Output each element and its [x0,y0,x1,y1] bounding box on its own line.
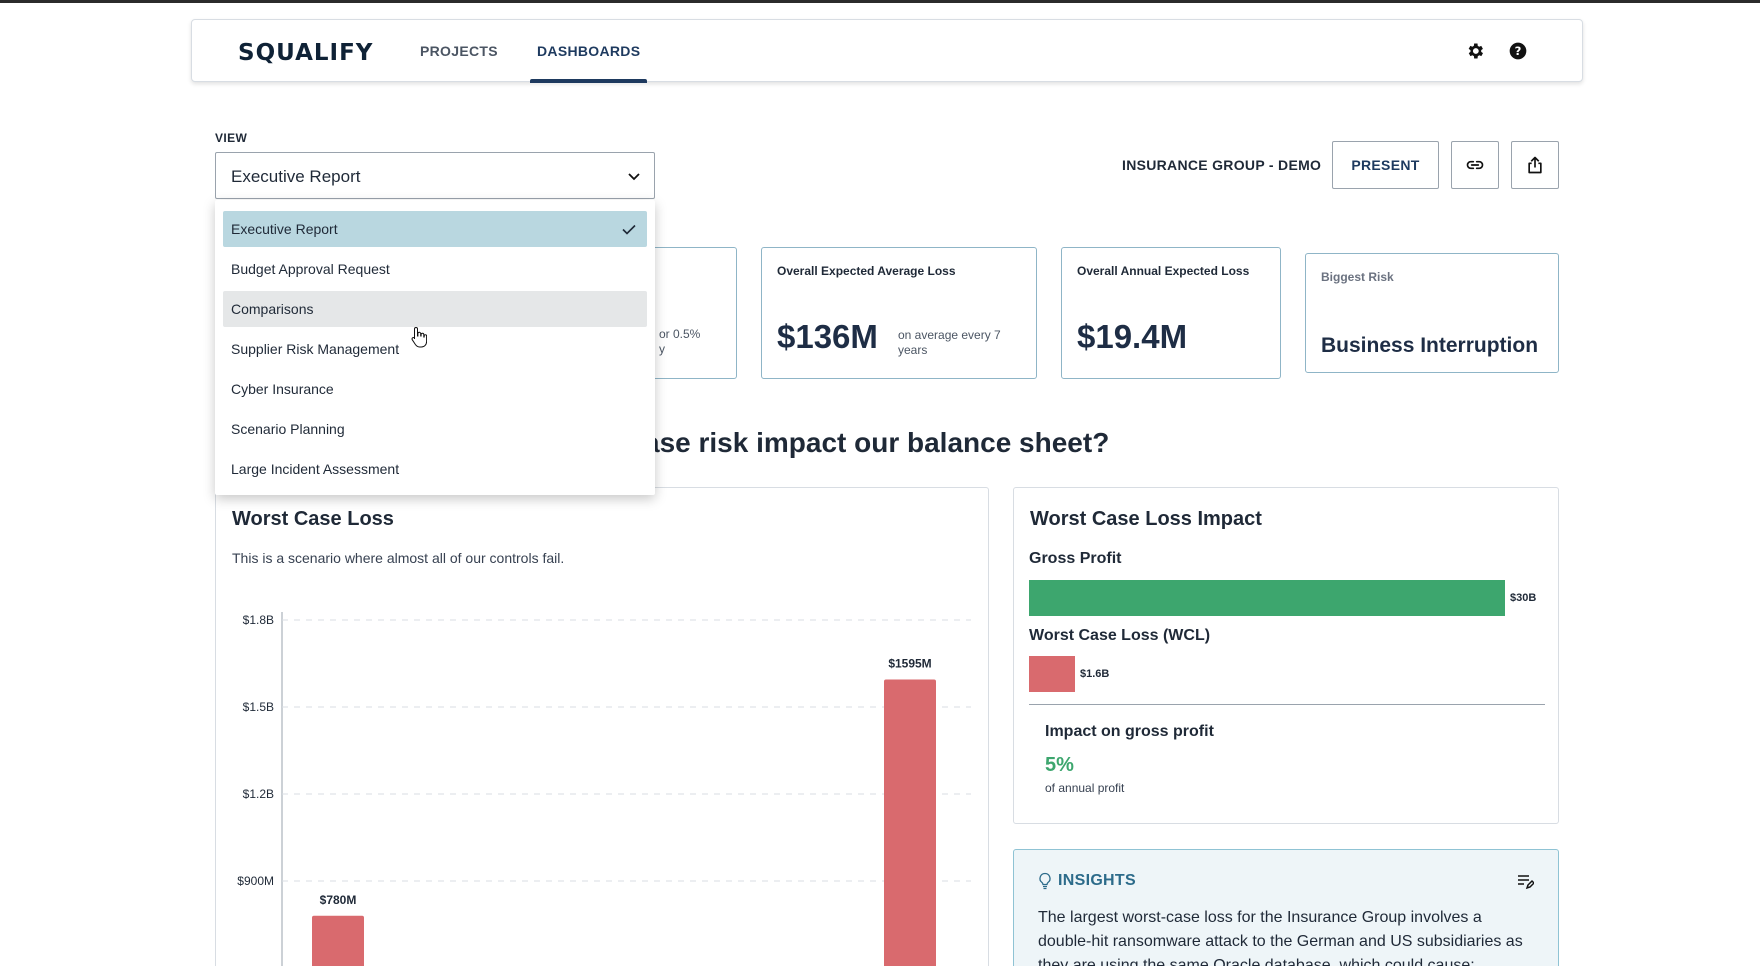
y-tick-label: $1.5B [243,700,274,714]
panel-description: This is a scenario where almost all of o… [232,550,565,566]
view-select[interactable]: Executive Report [215,152,655,199]
bar-data-label: $780M [320,893,357,907]
dropdown-option-scenario-planning[interactable]: Scenario Planning [231,421,345,437]
share-button[interactable] [1511,141,1559,189]
gross-profit-label: Gross Profit [1029,550,1122,567]
gross-profit-value: $30B [1510,592,1537,604]
impact-percentage: 5% [1045,754,1074,776]
insights-panel: INSIGHTS The largest worst-case loss for… [1013,849,1559,966]
dropdown-option-comparisons[interactable]: Comparisons [223,291,647,327]
dropdown-option-supplier-risk-management[interactable]: Supplier Risk Management [231,341,400,357]
wcl-value: $1.6B [1080,668,1110,680]
active-tab-indicator [530,79,647,83]
tab-projects[interactable]: PROJECTS [420,43,498,59]
kpi-title: Biggest Risk [1321,270,1394,284]
share-icon [1528,156,1542,174]
chevron-down-icon [628,173,640,181]
insights-text: The largest worst-case loss for the Insu… [1038,909,1523,966]
kpi-value: Business Interruption [1321,334,1539,357]
dropdown-option-cyber-insurance[interactable]: Cyber Insurance [231,381,334,397]
kpi-value: $19.4M [1077,318,1188,355]
org-name: INSURANCE GROUP - DEMO [1122,157,1322,173]
brand-logo[interactable]: SQUALIFY [238,40,374,66]
help-icon[interactable]: ? [1508,41,1528,61]
chart-bar[interactable] [312,915,364,966]
wcl-label: Worst Case Loss (WCL) [1029,627,1211,644]
y-tick-label: $1.8B [243,613,274,627]
section-question-heading: ase risk impact our balance sheet? [644,427,1110,458]
kpi-title: Overall Annual Expected Loss [1077,264,1250,278]
kpi-card-note: or 0.5% y [659,327,701,356]
kpi-card-expected-average-loss: Overall Expected Average Loss $136M on a… [761,247,1037,379]
gross-profit-bar [1029,580,1505,616]
kpi-card-biggest-risk: Biggest Risk Business Interruption [1305,253,1559,373]
y-tick-label: $900M [237,874,274,888]
bar-data-label: $1595M [888,656,931,670]
worst-case-loss-chart: $900M $1.2B $1.5B $1.8B $780M $1595M [237,612,971,966]
view-label: VIEW [215,131,248,145]
panel-title: Worst Case Loss [232,508,394,530]
kpi-note: on average every 7 years [898,328,1001,357]
insights-title: INSIGHTS [1058,872,1136,889]
svg-text:?: ? [1515,44,1522,58]
kpi-value: $136M [777,318,878,355]
chart-bar[interactable] [884,679,936,966]
kpi-title: Overall Expected Average Loss [777,264,956,278]
edit-notes-icon[interactable] [1516,872,1534,890]
link-icon [1466,160,1484,170]
kpi-card-annual-expected-loss: Overall Annual Expected Loss $19.4M [1061,247,1281,379]
check-icon [622,224,636,235]
y-tick-label: $1.2B [243,787,274,801]
worst-case-loss-panel: Worst Case Loss This is a scenario where… [215,487,989,966]
dropdown-option-large-incident-assessment[interactable]: Large Incident Assessment [231,461,400,477]
dropdown-option-budget-approval-request[interactable]: Budget Approval Request [231,261,390,277]
dropdown-option-label: Executive Report [231,221,338,237]
panel-title: Worst Case Loss Impact [1030,508,1262,530]
view-dropdown-menu: Executive Report Budget Approval Request… [215,200,655,495]
worst-case-loss-impact-panel: Worst Case Loss Impact Gross Profit $30B… [1013,487,1559,824]
lightbulb-icon [1039,872,1051,890]
present-button[interactable]: PRESENT [1332,141,1439,189]
top-navbar: SQUALIFY PROJECTS DASHBOARDS ? [191,19,1583,83]
hand-cursor-icon [411,326,427,348]
gear-icon[interactable] [1465,41,1485,61]
divider [1029,704,1545,705]
wcl-bar [1029,656,1075,692]
view-select-value: Executive Report [231,167,361,186]
copy-link-button[interactable] [1451,141,1499,189]
impact-title: Impact on gross profit [1045,723,1214,740]
window-top-border [0,0,1760,3]
dropdown-option-executive-report[interactable]: Executive Report [223,211,647,247]
impact-subtext: of annual profit [1045,781,1125,795]
tab-dashboards[interactable]: DASHBOARDS [537,43,641,59]
